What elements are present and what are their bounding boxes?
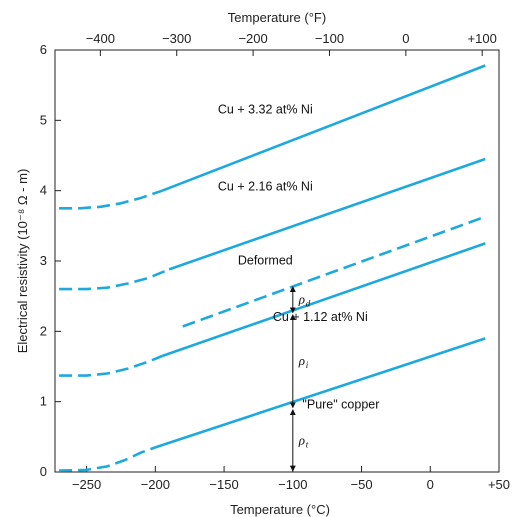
rho-subscript: i (306, 360, 309, 370)
y-tick-label: 5 (40, 112, 47, 127)
x-tick-label: +50 (488, 477, 510, 492)
y-tick-label: 3 (40, 253, 47, 268)
top-axis-title: Temperature (°F) (228, 10, 326, 25)
rho-subscript: t (306, 439, 309, 449)
top-tick-label: +100 (468, 31, 497, 46)
x-tick-label: −50 (351, 477, 373, 492)
top-tick-label: −400 (86, 31, 115, 46)
series-dashed-line (59, 189, 163, 210)
series-dashed-line (59, 446, 156, 472)
top-tick-label: −300 (162, 31, 191, 46)
rho-subscript: d (306, 299, 311, 309)
y-tick-label: 1 (40, 394, 47, 409)
series-solid-line (168, 157, 486, 271)
y-tick-label: 0 (40, 464, 47, 479)
top-tick-label: −100 (315, 31, 344, 46)
x-tick-label: 0 (427, 477, 434, 492)
series-solid-line (154, 337, 486, 449)
top-tick-label: −200 (238, 31, 267, 46)
top-tick-label: 0 (402, 31, 409, 46)
y-tick-label: 2 (40, 323, 47, 338)
series-label: Cu + 3.32 at% Ni (218, 102, 313, 116)
series-label: Cu + 1.12 at% Ni (273, 310, 368, 324)
y-axis-title: Electrical resistivity (10⁻⁸ Ω - m) (15, 169, 30, 354)
series-dashed-line (182, 215, 486, 328)
bottom-axis-title: Temperature (°C) (230, 502, 330, 517)
rho-label: ρ (298, 432, 305, 447)
series-solid-line (161, 64, 486, 192)
series-solid-line (161, 242, 486, 358)
y-tick-label: 4 (40, 183, 47, 198)
series-label: "Pure" copper (302, 398, 379, 412)
series-labels: Cu + 3.32 at% Ni Cu + 2.16 at% Ni Deformed… (218, 102, 380, 411)
x-tick-label: −100 (278, 477, 307, 492)
series-dashed-line (59, 354, 163, 377)
annotations: ρ dρ iρ t (289, 286, 311, 472)
y-tick-label: 6 (40, 42, 47, 57)
series-label: Deformed (238, 254, 293, 268)
rho-label: ρ (298, 353, 305, 368)
series-dashed-line (59, 268, 170, 291)
ticks: −250 −200 −150 −100 −50 0 +50 −400 −300 −200 −100 0… (40, 31, 510, 492)
x-tick-label: −150 (209, 477, 238, 492)
rho-label: ρ (298, 292, 305, 307)
x-tick-label: −250 (72, 477, 101, 492)
x-tick-label: −200 (141, 477, 170, 492)
series-label: Cu + 2.16 at% Ni (218, 180, 313, 194)
curves (59, 64, 486, 472)
